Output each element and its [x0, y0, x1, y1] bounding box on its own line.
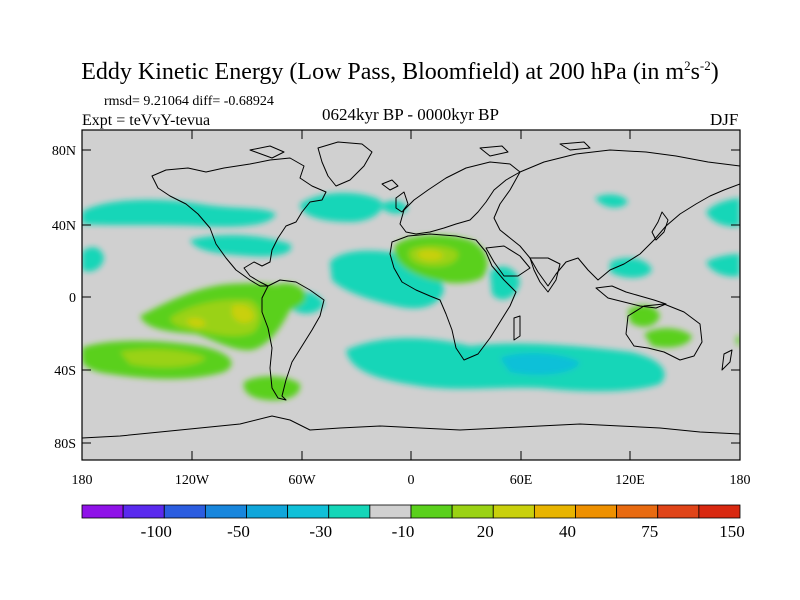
anomaly-west-africa — [490, 266, 520, 300]
colorbar-swatch — [410, 504, 453, 519]
anomaly-australia-east — [644, 328, 692, 348]
colorbar-swatch — [533, 504, 576, 519]
coast-madagascar — [513, 315, 521, 341]
coast-new-zealand — [721, 349, 733, 371]
coast-asia — [493, 149, 740, 287]
colorbar-swatch — [246, 504, 289, 519]
colorbar-label: -30 — [309, 522, 332, 541]
anomaly-central-pacific — [82, 247, 104, 272]
colorbar-label: -100 — [141, 522, 172, 541]
stats-label: rmsd= 9.21064 diff= -0.68924 — [104, 94, 274, 109]
coast-indonesia — [595, 285, 667, 309]
coast-africa — [389, 233, 517, 361]
lon-label: 60W — [288, 473, 316, 488]
anomaly-indian-ocean — [736, 334, 740, 346]
experiment-label: Expt = teVvY-tevua — [82, 112, 211, 129]
colorbar-swatch — [657, 504, 700, 519]
coast-iceland — [381, 179, 399, 191]
anomaly-south-atlantic-core — [500, 353, 580, 375]
anomaly-pacific-mid — [190, 235, 292, 257]
coast-india — [529, 257, 561, 293]
anomaly-north-africa-peak — [418, 249, 444, 261]
lon-label: 120E — [615, 473, 645, 488]
anomaly-north-pacific-east — [82, 199, 276, 227]
coast-europe — [399, 161, 521, 235]
colorbar-swatch — [369, 504, 412, 519]
anomaly-tropical-pacific-west — [186, 317, 206, 328]
coast-north-america — [151, 157, 327, 287]
colorbar-swatch — [616, 504, 659, 519]
lon-label: 60E — [510, 473, 533, 488]
colorbar-label: 40 — [559, 522, 576, 541]
anomaly-east-asia — [595, 194, 628, 208]
season-label: DJF — [710, 110, 739, 129]
anomaly-fields — [82, 192, 740, 401]
lon-label: 180 — [730, 473, 751, 488]
coast-antarctica — [82, 415, 740, 439]
colorbar-swatch — [492, 504, 535, 519]
anomaly-tropical-pacific-peak — [232, 304, 254, 323]
coastlines — [82, 141, 740, 439]
lat-label: 80S — [54, 437, 76, 452]
lon-label: 0 — [408, 473, 415, 488]
lon-label: 180 — [72, 473, 93, 488]
colorbar-swatch — [163, 504, 206, 519]
lon-label: 120W — [175, 473, 210, 488]
coast-britain — [395, 191, 409, 213]
lat-label: 0 — [69, 291, 76, 306]
colorbar-label: -50 — [227, 522, 250, 541]
colorbar-swatch — [81, 504, 124, 519]
coast-arabia — [485, 245, 531, 277]
lat-label: 80N — [52, 144, 76, 159]
axis-ticks: 80N 40N 0 40S 80S 180 120W 60W 0 60E 120E 180 — [52, 130, 751, 488]
coast-japan — [651, 211, 669, 241]
coast-south-america — [261, 279, 325, 401]
period-label: 0624kyr BP - 0000kyr BP — [322, 105, 499, 124]
plot-title: Eddy Kinetic Energy (Low Pass, Bloomfiel… — [81, 58, 719, 85]
anomaly-north-pacific-west — [706, 198, 740, 227]
colorbar-swatch — [204, 504, 247, 519]
anomaly-north-atlantic-east — [380, 200, 408, 214]
coast-arctic-islands — [249, 141, 591, 159]
colorbar-label: 20 — [477, 522, 494, 541]
coast-australia — [625, 303, 703, 361]
colorbar-swatch — [575, 504, 618, 519]
anomaly-south-pacific-core — [120, 349, 206, 368]
colorbar-swatch — [287, 504, 330, 519]
anomaly-bering — [706, 254, 740, 277]
colorbar: -100 -50 -30 -10 20 40 75 150 — [81, 504, 745, 541]
coast-greenland — [317, 141, 373, 187]
colorbar-swatch — [122, 504, 165, 519]
colorbar-label: 75 — [641, 522, 658, 541]
lat-label: 40N — [52, 219, 76, 234]
lat-label: 40S — [54, 364, 76, 379]
colorbar-label: -10 — [392, 522, 415, 541]
colorbar-swatch — [698, 504, 741, 519]
anomaly-andes — [268, 283, 306, 303]
anomaly-east-pacific — [610, 257, 652, 278]
colorbar-label: 150 — [719, 522, 745, 541]
colorbar-swatch — [328, 504, 371, 519]
colorbar-swatch — [451, 504, 494, 519]
